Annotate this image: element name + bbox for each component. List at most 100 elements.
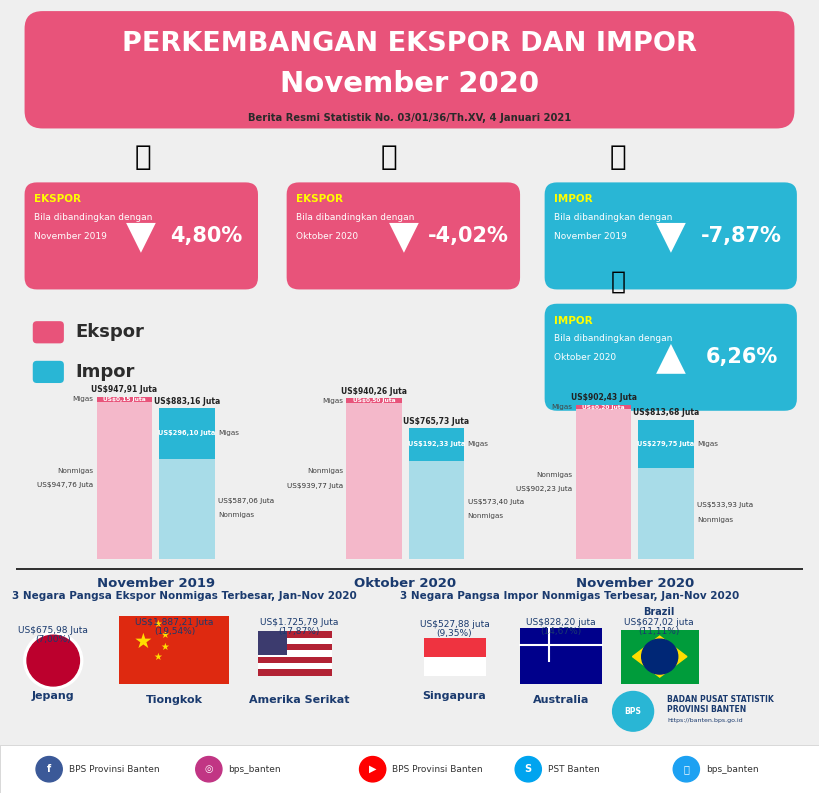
FancyBboxPatch shape — [346, 398, 402, 403]
Text: US$765,73 Juta: US$765,73 Juta — [404, 416, 469, 426]
Text: Brazil: Brazil — [644, 607, 675, 617]
FancyBboxPatch shape — [159, 408, 215, 559]
FancyBboxPatch shape — [545, 182, 797, 289]
Text: 3 Negara Pangsa Impor Nonmigas Terbesar, Jan-Nov 2020: 3 Negara Pangsa Impor Nonmigas Terbesar,… — [400, 592, 739, 601]
Text: US$902,43 Juta: US$902,43 Juta — [571, 393, 636, 402]
Text: IMPOR: IMPOR — [554, 194, 593, 205]
Text: US$813,68 Juta: US$813,68 Juta — [633, 408, 699, 417]
Text: US$533,93 Juta: US$533,93 Juta — [697, 503, 753, 508]
Text: bps_banten: bps_banten — [706, 764, 758, 774]
Text: -7,87%: -7,87% — [701, 226, 782, 246]
FancyBboxPatch shape — [0, 745, 819, 793]
Text: US$279,75 Juta: US$279,75 Juta — [637, 441, 695, 446]
FancyBboxPatch shape — [638, 419, 694, 468]
Text: Migas: Migas — [72, 396, 93, 402]
Text: November 2019: November 2019 — [554, 232, 627, 240]
Text: Jepang: Jepang — [32, 691, 75, 701]
Text: EKSPOR: EKSPOR — [296, 194, 343, 205]
Text: BPS Provinsi Banten: BPS Provinsi Banten — [392, 764, 483, 774]
Text: Oktober 2020: Oktober 2020 — [355, 577, 456, 589]
Text: Migas: Migas — [218, 431, 239, 436]
Text: Bila dibandingkan dengan: Bila dibandingkan dengan — [34, 213, 153, 221]
Text: 4,80%: 4,80% — [170, 226, 242, 246]
FancyBboxPatch shape — [545, 304, 797, 411]
Text: US$0,50 Juta: US$0,50 Juta — [353, 398, 396, 403]
FancyBboxPatch shape — [621, 630, 699, 684]
Text: Australia: Australia — [533, 695, 589, 705]
Text: 🚢: 🚢 — [381, 143, 397, 171]
Text: Impor: Impor — [75, 363, 134, 381]
FancyBboxPatch shape — [424, 638, 486, 657]
FancyBboxPatch shape — [638, 419, 694, 559]
Text: Bila dibandingkan dengan: Bila dibandingkan dengan — [554, 213, 673, 221]
Text: US$296,10 Juta: US$296,10 Juta — [158, 431, 215, 436]
Text: (19,54%): (19,54%) — [154, 626, 195, 636]
Text: November 2019: November 2019 — [34, 232, 107, 240]
Text: US$0,20 Juta: US$0,20 Juta — [582, 404, 625, 409]
Text: ▲: ▲ — [656, 339, 686, 376]
FancyBboxPatch shape — [25, 11, 794, 128]
Text: ▼: ▼ — [656, 217, 686, 255]
Text: (11,11%): (11,11%) — [639, 626, 680, 636]
Text: (14,67%): (14,67%) — [541, 626, 581, 636]
Text: US$828,20 juta: US$828,20 juta — [526, 618, 596, 627]
Circle shape — [36, 757, 62, 782]
Circle shape — [24, 632, 83, 689]
Text: 🚢: 🚢 — [610, 143, 627, 171]
Text: Amerika Serikat: Amerika Serikat — [249, 695, 349, 705]
Circle shape — [360, 757, 386, 782]
Text: (9,35%): (9,35%) — [437, 629, 473, 638]
FancyBboxPatch shape — [159, 408, 215, 458]
Text: BPS Provinsi Banten: BPS Provinsi Banten — [69, 764, 160, 774]
Text: Oktober 2020: Oktober 2020 — [554, 353, 617, 362]
Text: Migas: Migas — [697, 441, 718, 446]
Text: US$675,98 Juta: US$675,98 Juta — [18, 626, 88, 635]
Text: 🐦: 🐦 — [683, 764, 690, 774]
FancyBboxPatch shape — [97, 396, 152, 401]
FancyBboxPatch shape — [33, 361, 64, 383]
Circle shape — [641, 639, 678, 674]
Text: Ekspor: Ekspor — [75, 324, 144, 341]
FancyBboxPatch shape — [424, 657, 486, 676]
Text: US$947,91 Juta: US$947,91 Juta — [92, 385, 157, 394]
Text: ▼: ▼ — [388, 217, 419, 255]
Circle shape — [27, 635, 79, 686]
Text: 🚢: 🚢 — [135, 143, 152, 171]
Text: Nonmigas: Nonmigas — [468, 513, 504, 519]
Text: 3 Negara Pangsa Ekspor Nonmigas Terbesar, Jan-Nov 2020: 3 Negara Pangsa Ekspor Nonmigas Terbesar… — [12, 592, 356, 601]
Text: US$0,15 Juta: US$0,15 Juta — [103, 396, 146, 402]
Text: ★: ★ — [153, 619, 162, 630]
Text: US$902,23 Juta: US$902,23 Juta — [516, 486, 572, 492]
Text: US$883,16 Juta: US$883,16 Juta — [154, 396, 219, 405]
Circle shape — [196, 757, 222, 782]
FancyBboxPatch shape — [119, 616, 229, 684]
Circle shape — [515, 757, 541, 782]
Text: Migas: Migas — [322, 397, 343, 404]
Text: f: f — [47, 764, 52, 774]
Text: Migas: Migas — [468, 442, 489, 447]
Text: PST Banten: PST Banten — [548, 764, 600, 774]
Text: US$573,40 Juta: US$573,40 Juta — [468, 499, 524, 505]
Text: Oktober 2020: Oktober 2020 — [296, 232, 359, 240]
Text: Nonmigas: Nonmigas — [307, 469, 343, 474]
FancyBboxPatch shape — [97, 396, 152, 559]
Text: https://banten.bps.go.id: https://banten.bps.go.id — [667, 718, 743, 722]
Text: Berita Resmi Statistik No. 03/01/36/Th.XV, 4 Januari 2021: Berita Resmi Statistik No. 03/01/36/Th.X… — [248, 113, 571, 123]
Text: US$947,76 Juta: US$947,76 Juta — [37, 482, 93, 488]
FancyBboxPatch shape — [258, 631, 332, 676]
Text: Nonmigas: Nonmigas — [697, 517, 733, 523]
Text: US$192,33 Juta: US$192,33 Juta — [408, 442, 465, 447]
Text: bps_banten: bps_banten — [229, 764, 281, 774]
Text: EKSPOR: EKSPOR — [34, 194, 81, 205]
Text: IMPOR: IMPOR — [554, 316, 593, 326]
Text: ▶: ▶ — [369, 764, 377, 774]
Polygon shape — [632, 636, 687, 677]
Text: PERKEMBANGAN EKSPOR DAN IMPOR: PERKEMBANGAN EKSPOR DAN IMPOR — [122, 31, 697, 57]
Text: ◎: ◎ — [205, 764, 213, 774]
Text: US$527,88 juta: US$527,88 juta — [419, 620, 490, 630]
Text: US$1.887,21 Juta: US$1.887,21 Juta — [135, 618, 214, 627]
Text: Bila dibandingkan dengan: Bila dibandingkan dengan — [554, 334, 673, 343]
Text: Singapura: Singapura — [423, 691, 486, 701]
Text: ▼: ▼ — [126, 217, 156, 255]
Text: (7,00%): (7,00%) — [35, 634, 71, 644]
